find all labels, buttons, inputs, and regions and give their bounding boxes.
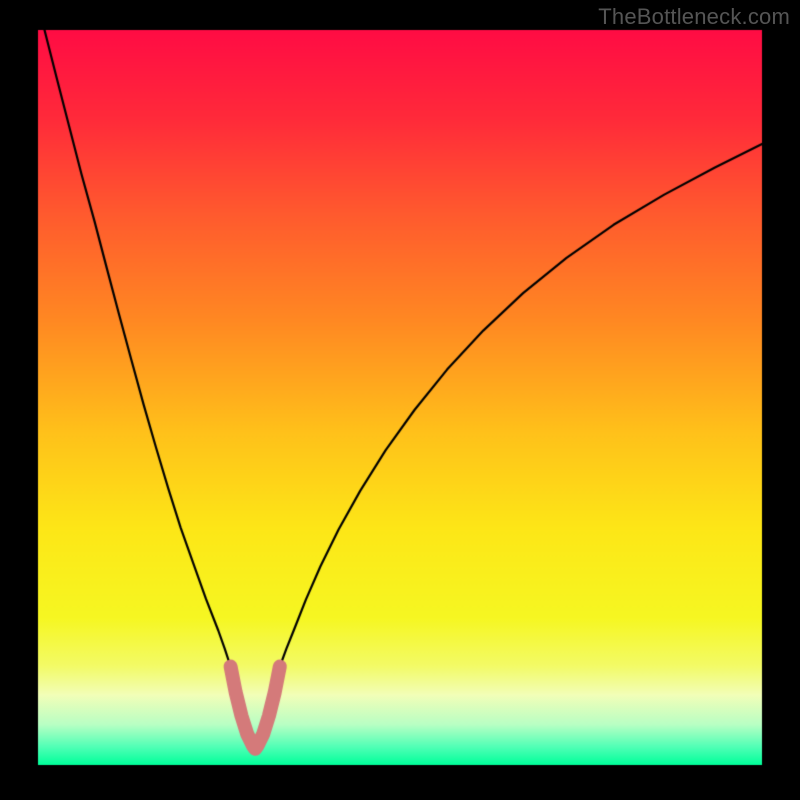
bottleneck-curve-canvas	[0, 0, 800, 800]
watermark-label: TheBottleneck.com	[598, 4, 790, 30]
chart-root: TheBottleneck.com	[0, 0, 800, 800]
